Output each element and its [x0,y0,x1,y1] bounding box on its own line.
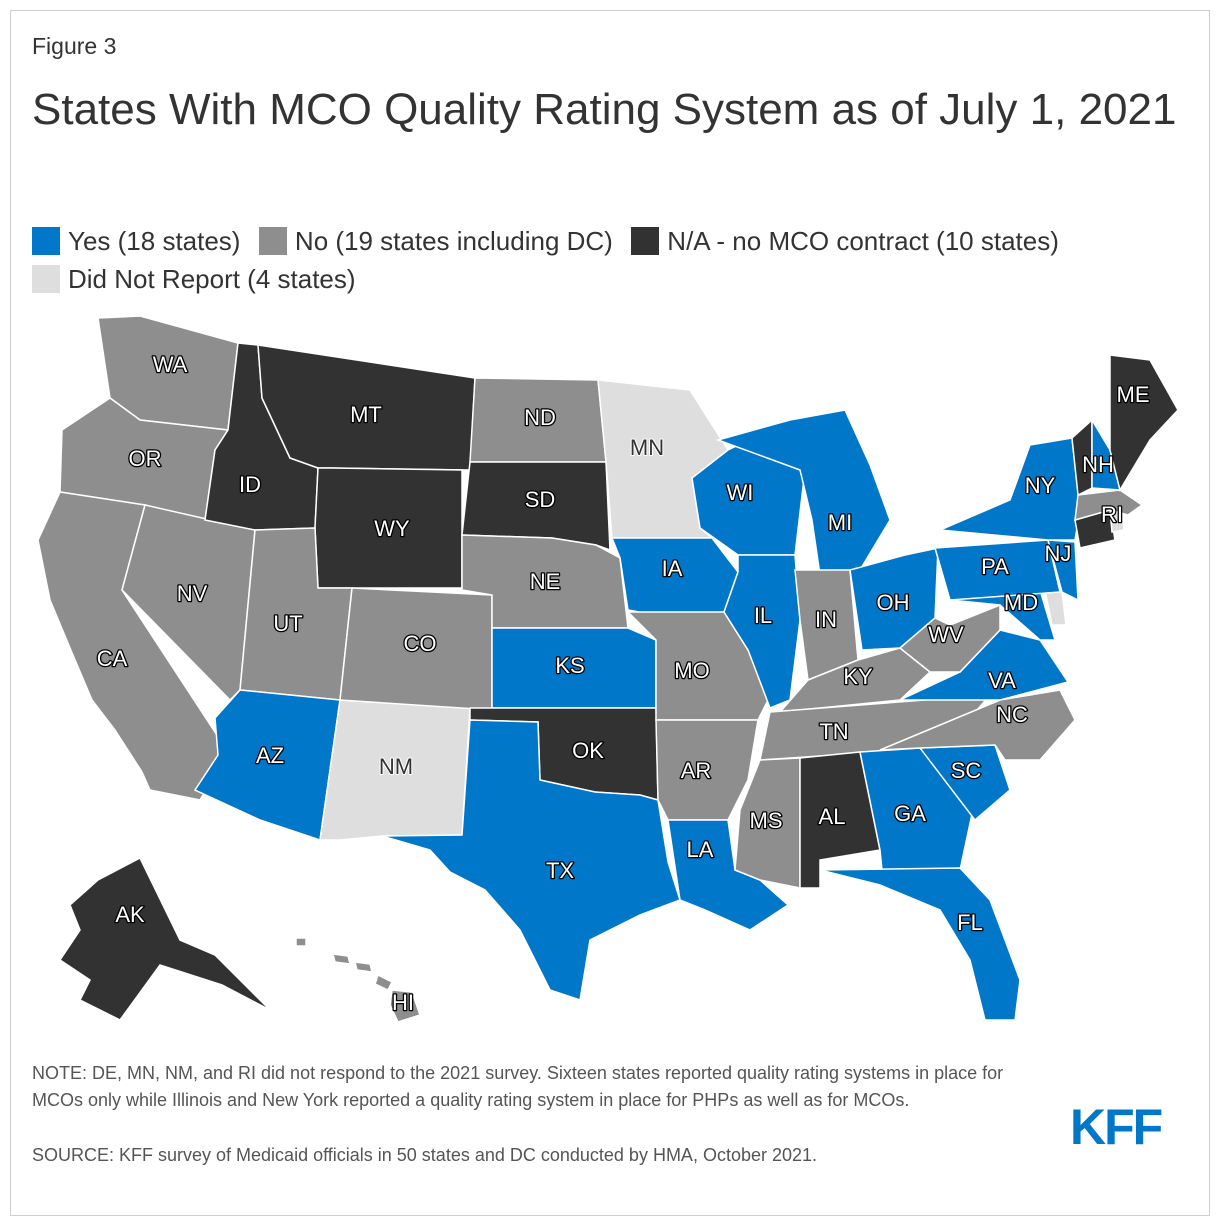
label-ny: NY [1025,473,1056,498]
legend: Yes (18 states) No (19 states including … [32,222,1182,298]
label-al: AL [819,804,846,829]
label-in: IN [815,607,837,632]
state-fl[interactable] [819,867,1021,1021]
label-mt: MT [350,402,382,427]
label-mn: MN [630,435,664,460]
legend-label-yes: Yes (18 states) [68,225,241,256]
state-la[interactable] [667,819,790,931]
legend-label-dnr: Did Not Report (4 states) [68,263,356,294]
state-ny[interactable] [939,437,1081,541]
chart-title: States With MCO Quality Rating System as… [32,85,1177,134]
label-ri: RI [1101,502,1123,527]
note-text: NOTE: DE, MN, NM, and RI did not respond… [32,1063,1004,1110]
state-tx[interactable] [381,719,681,1001]
label-wi: WI [727,480,754,505]
label-ne: NE [530,569,561,594]
label-ky: KY [843,664,873,689]
label-ca: CA [97,646,128,671]
state-mi[interactable] [715,409,891,576]
legend-swatch-yes [32,227,60,255]
state-hi[interactable] [295,937,421,1023]
legend-label-na: N/A - no MCO contract (10 states) [667,225,1059,256]
state-me[interactable] [1109,354,1179,492]
label-az: AZ [256,743,284,768]
label-tx: TX [546,858,574,883]
label-hi: HI [392,990,414,1015]
label-mo: MO [674,658,709,683]
label-ak: AK [115,902,145,927]
state-pa[interactable] [934,539,1061,601]
legend-item-no: No (19 states including DC) [258,222,613,260]
label-ga: GA [894,801,926,826]
label-ok: OK [572,738,604,763]
legend-item-yes: Yes (18 states) [32,222,240,260]
label-wv: WV [928,622,964,647]
legend-item-dnr: Did Not Report (4 states) [32,260,356,298]
label-me: ME [1117,382,1150,407]
label-sd: SD [525,487,556,512]
label-nc: NC [996,702,1028,727]
legend-item-na: N/A - no MCO contract (10 states) [631,222,1059,260]
label-nd: ND [524,405,556,430]
label-tn: TN [819,719,848,744]
label-md: MD [1004,590,1038,615]
label-ms: MS [750,808,783,833]
legend-swatch-dnr [32,265,60,293]
label-sc: SC [951,758,982,783]
label-ar: AR [681,758,712,783]
label-co: CO [404,631,437,656]
label-oh: OH [877,590,910,615]
label-wa: WA [153,352,188,377]
label-fl: FL [957,910,983,935]
figure-label: Figure 3 [32,33,117,59]
label-nj: NJ [1045,541,1072,566]
state-labels: WA OR CA NV ID MT WY UT AZ NM CO ND SD N… [95,351,1150,1017]
label-nh: NH [1082,452,1114,477]
state-nj[interactable] [1047,539,1079,602]
legend-swatch-no [258,227,287,255]
kff-logo: KFF [1070,1099,1163,1155]
label-nv: NV [177,581,208,606]
label-la: LA [687,837,714,862]
label-wy: WY [374,516,410,541]
label-ut: UT [273,611,302,636]
label-ia: IA [662,556,683,581]
label-il: IL [754,603,772,628]
label-id: ID [239,472,261,497]
label-pa: PA [981,554,1009,579]
source-text: SOURCE: KFF survey of Medicaid officials… [32,1145,818,1165]
legend-swatch-na [631,227,660,255]
state-nc[interactable] [879,689,1076,761]
label-mi: MI [828,510,852,535]
legend-label-no: No (19 states including DC) [294,225,613,256]
label-nm: NM [379,754,413,779]
state-ak[interactable] [58,856,271,1021]
label-va: VA [988,668,1016,693]
label-or: OR [129,446,162,471]
label-ks: KS [555,653,584,678]
state-ca[interactable] [37,491,231,801]
state-wv[interactable] [898,603,1001,673]
